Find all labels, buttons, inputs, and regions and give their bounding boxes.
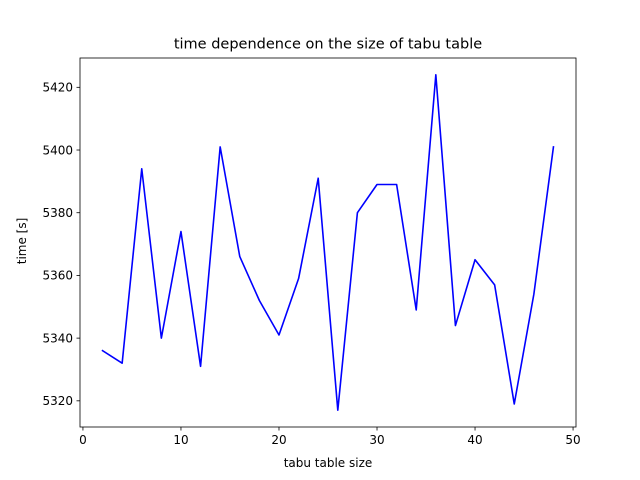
plot-background	[80, 58, 576, 427]
plot-area	[80, 58, 576, 427]
y-axis-title: time [s]	[15, 218, 29, 265]
x-axis: 0 10 20 30 40 50	[79, 427, 581, 447]
series-line-0	[101, 73, 555, 412]
y-tick-label: 5320	[42, 394, 73, 408]
x-tick-label: 30	[369, 433, 384, 447]
y-tick-label: 5340	[42, 331, 73, 345]
x-tick-label: 20	[271, 433, 286, 447]
series-layer	[79, 57, 577, 428]
x-tick-label: 40	[467, 433, 482, 447]
y-axis: 5320 5340 5360 5380 5400 5420	[42, 81, 80, 408]
x-tick-label: 0	[79, 433, 87, 447]
y-tick-label: 5420	[42, 81, 73, 95]
x-tick-label: 10	[173, 433, 188, 447]
plot-frame	[79, 57, 577, 428]
x-tick-label: 50	[565, 433, 580, 447]
chart-title: time dependence on the size of tabu tabl…	[174, 37, 482, 53]
x-axis-title: tabu table size	[284, 456, 373, 470]
y-tick-label: 5400	[42, 143, 73, 157]
y-tick-label: 5360	[42, 269, 73, 283]
y-tick-label: 5380	[42, 206, 73, 220]
